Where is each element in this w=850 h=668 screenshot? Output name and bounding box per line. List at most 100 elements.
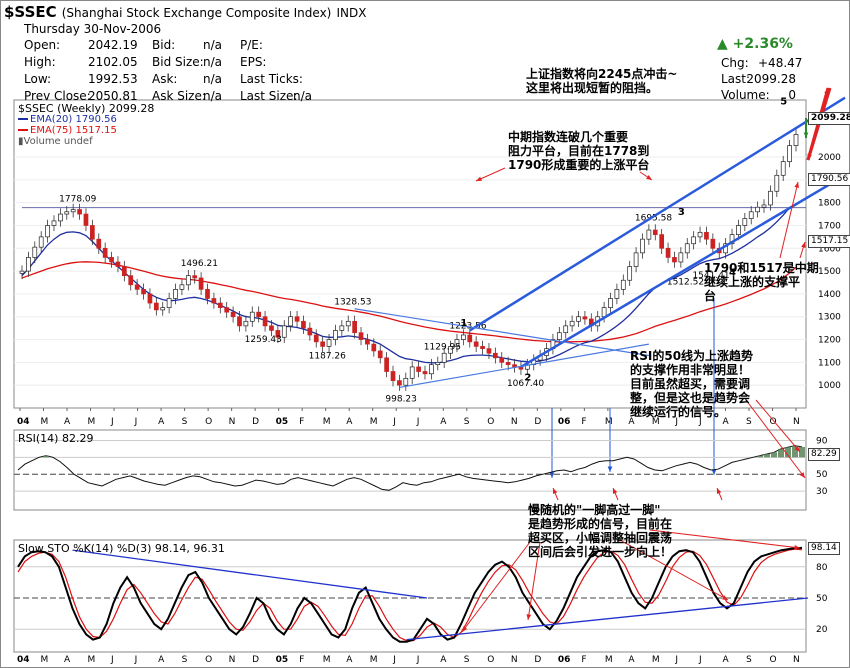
ask-size-label: Ask Size: xyxy=(152,89,206,103)
pullback-arrow-head xyxy=(803,132,809,138)
rsi-overbought-arrow-head xyxy=(799,472,805,478)
x-tick-label-bottom: J xyxy=(110,655,114,665)
candle-down xyxy=(83,213,89,226)
rsi-overbought-arrow-2-head xyxy=(794,446,800,452)
high-label: High: xyxy=(24,55,56,69)
open-value: 2042.19 xyxy=(88,38,138,52)
x-tick-label: S xyxy=(182,417,188,427)
rsi-overbought-arrow-2 xyxy=(755,399,801,453)
candle-up xyxy=(461,334,466,340)
candle-up xyxy=(339,325,345,331)
x-tick-label-bottom: M xyxy=(88,655,96,665)
header-title: $SSEC (Shanghai Stock Exchange Composite… xyxy=(4,2,366,21)
x-tick-label-bottom: J xyxy=(416,655,420,665)
wave-label-2: 2 xyxy=(524,373,531,384)
candle-down xyxy=(704,231,709,240)
x-tick-label: N xyxy=(511,417,518,427)
price-annotation: 1259.43 xyxy=(245,335,282,345)
candle-down xyxy=(301,320,306,329)
rsi-overbought-fill xyxy=(785,447,791,458)
x-tick-label-bottom: F xyxy=(581,655,586,665)
candle-up xyxy=(601,307,607,318)
rsi-panel xyxy=(13,429,807,511)
x-tick-label: A xyxy=(628,417,635,427)
candle-down xyxy=(652,229,658,235)
ema75-line xyxy=(21,261,797,343)
rsi-overbought-fill xyxy=(764,453,770,458)
candle-up xyxy=(179,284,185,290)
x-tick-label: N xyxy=(793,417,800,427)
annotation-platform: 中期指数连破几个重要 阻力平台，目前在1778到 1790形成重要的上涨平台 xyxy=(508,130,650,172)
index-name: (Shanghai Stock Exchange Composite Index… xyxy=(61,6,332,20)
x-tick-label-bottom: S xyxy=(182,655,188,665)
up-triangle-icon: ▲ xyxy=(717,36,728,52)
candle-down xyxy=(416,366,421,372)
candle-up xyxy=(620,279,626,290)
prev-close-value: 2050.81 xyxy=(88,89,138,103)
rsi-support-arrow-1-head xyxy=(612,488,618,494)
rsi-overbought-fill xyxy=(799,446,805,458)
candle-up xyxy=(576,316,581,322)
candle-up xyxy=(243,320,249,327)
rsi-overbought-arrow xyxy=(745,399,806,479)
x-tick-label: O xyxy=(205,417,212,427)
high-value: 2102.05 xyxy=(88,55,138,69)
x-tick-label-bottom: F xyxy=(299,655,304,665)
candle-up xyxy=(691,236,697,245)
candle-down xyxy=(505,362,511,366)
candle-up xyxy=(249,311,255,322)
x-tick-label: M xyxy=(652,417,660,427)
candle-down xyxy=(665,247,671,258)
annotation-rsi: RSI的50线为上涨趋势 的支撑作用非常明显！ 目前虽然超买，需要调 整，但是这… xyxy=(630,349,754,419)
candle-down xyxy=(422,371,428,375)
candle-down xyxy=(307,327,313,336)
candle-up xyxy=(70,209,76,213)
candle-up xyxy=(448,346,453,354)
candle-up xyxy=(409,366,415,379)
volume-bars-icon: ▮ xyxy=(18,136,24,147)
x-tick-label-bottom: J xyxy=(698,655,702,665)
wave-label-1: 1 xyxy=(460,318,467,329)
sto-arrow-1-head xyxy=(462,626,468,632)
rsi-y-tick: 30 xyxy=(816,487,828,497)
candle-up xyxy=(32,246,38,258)
candle-up xyxy=(678,252,684,263)
candle-up xyxy=(288,316,294,327)
candle-up xyxy=(780,161,786,176)
bid-value: n/a xyxy=(203,38,223,52)
price-panel xyxy=(13,99,807,409)
candle-down xyxy=(230,311,236,318)
candle-up xyxy=(166,298,172,308)
chg-value: +48.47 xyxy=(758,56,803,70)
x-tick-label: 05 xyxy=(276,417,289,427)
candle-down xyxy=(512,364,517,368)
candle-down xyxy=(121,266,127,277)
target-arrow-tip-head xyxy=(824,88,829,94)
candle-up xyxy=(51,220,57,226)
candle-down xyxy=(365,339,370,345)
x-tick-label-bottom: N xyxy=(511,655,518,665)
price-y-tick: 1400 xyxy=(818,290,841,300)
x-tick-label: N xyxy=(229,417,236,427)
candle-down xyxy=(473,341,479,347)
x-tick-label: A xyxy=(158,417,165,427)
candle-up xyxy=(38,236,44,248)
candle-down xyxy=(384,357,389,372)
x-tick-label: A xyxy=(722,417,729,427)
rsi-y-tick: 90 xyxy=(816,436,828,446)
rsi-line xyxy=(17,444,803,491)
candle-up xyxy=(640,238,645,254)
sto-value-tag: 98.14 xyxy=(808,542,840,555)
price-annotation: 1695.58 xyxy=(635,214,672,224)
rsi-overbought-fill xyxy=(792,445,798,458)
open-label: Open: xyxy=(24,38,61,52)
x-tick-label-bottom: M xyxy=(323,655,331,665)
x-tick-label: M xyxy=(370,417,378,427)
candle-up xyxy=(403,377,409,386)
candle-down xyxy=(205,289,210,299)
rsi-arrow-3-head xyxy=(711,469,717,475)
x-tick-label-bottom: N xyxy=(793,655,800,665)
low-label: Low: xyxy=(24,72,52,86)
candle-up xyxy=(326,339,332,347)
x-tick-label: J xyxy=(134,417,138,427)
